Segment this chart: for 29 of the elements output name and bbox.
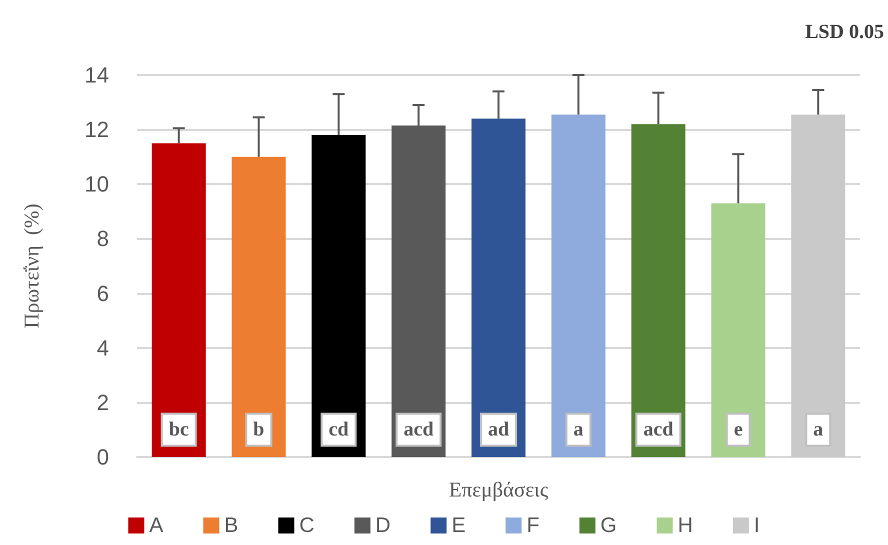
- y-tick-label: 6: [96, 280, 109, 306]
- annotation: acd: [404, 418, 434, 441]
- annotation: b: [253, 418, 264, 441]
- annotation: acd: [643, 418, 674, 441]
- legend-label: A: [149, 514, 164, 537]
- y-tick-label: 8: [96, 226, 109, 252]
- annotation: ad: [488, 418, 510, 441]
- legend-label: F: [526, 514, 540, 537]
- y-tick-label: 0: [96, 444, 109, 470]
- annotation: a: [573, 418, 584, 441]
- legend-label: G: [600, 514, 617, 537]
- legend-label: D: [375, 514, 391, 537]
- annotation: bc: [168, 418, 189, 441]
- annotation: a: [813, 418, 824, 441]
- y-tick-label: 10: [84, 172, 109, 197]
- y-tick-label: 4: [96, 335, 109, 360]
- legend-label: I: [754, 514, 760, 537]
- legend-label: B: [224, 514, 238, 537]
- y-axis-title: Πρωτεΐνη (%): [20, 204, 44, 328]
- y-tick-label: 2: [96, 390, 109, 415]
- legend-label: E: [452, 514, 466, 537]
- annotation: cd: [328, 418, 349, 441]
- text: LSD 0.05: [805, 21, 884, 43]
- x-axis-title: Επεμβάσεις: [448, 478, 549, 502]
- y-tick-label: 14: [84, 62, 109, 88]
- legend-label: H: [678, 514, 693, 537]
- annotation: e: [734, 418, 743, 441]
- y-tick-label: 12: [84, 117, 109, 142]
- legend-label: C: [299, 514, 314, 537]
